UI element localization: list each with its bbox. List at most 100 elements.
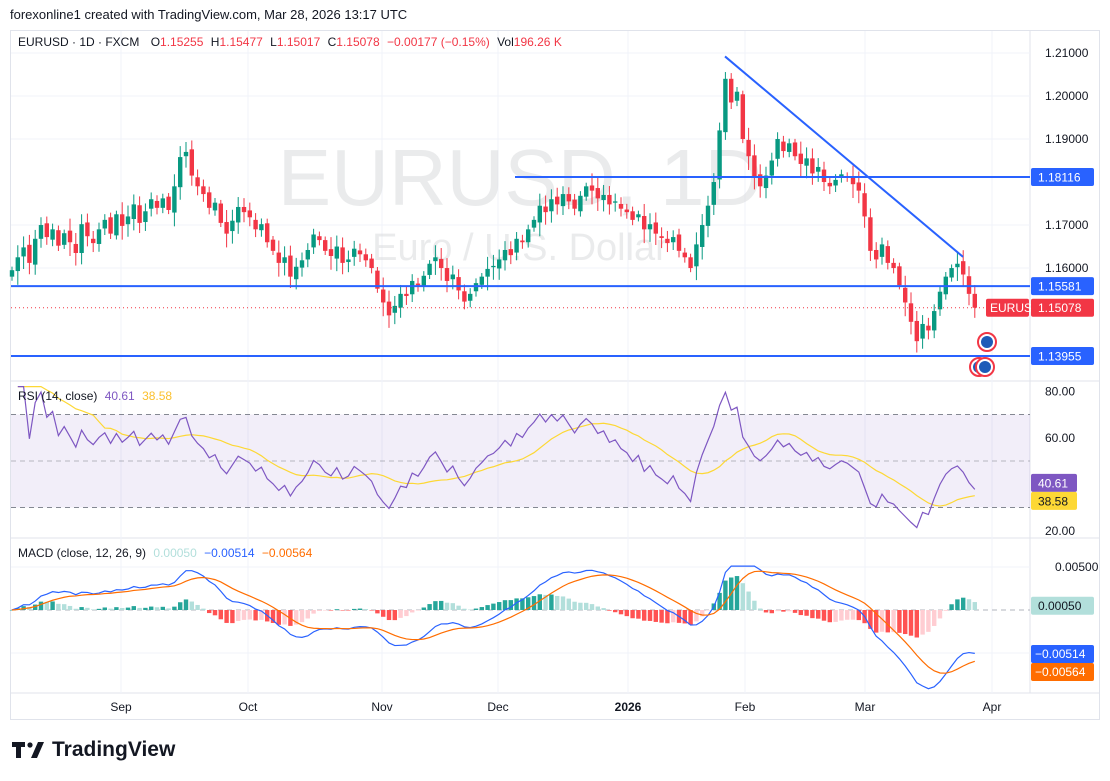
candle-body [189, 149, 194, 176]
candle-body [282, 257, 287, 263]
macd-histogram-bar [566, 598, 571, 610]
candle [456, 269, 461, 300]
candle-body [473, 283, 479, 292]
macd-histogram-bar [932, 610, 937, 626]
candle-body [91, 238, 96, 244]
candle [926, 317, 931, 340]
candle [624, 203, 629, 219]
macd-signal-value: −0.00564 [261, 546, 313, 560]
macd-histogram-bar [775, 610, 780, 612]
candle [137, 196, 142, 234]
macd-histogram-bar [584, 602, 589, 610]
candle-body [705, 205, 711, 226]
macd-histogram-bar [781, 610, 786, 612]
candle [27, 234, 32, 275]
candle [404, 286, 409, 305]
candle-body [114, 214, 119, 236]
macd-histogram-bar [143, 607, 148, 610]
candle [752, 144, 757, 190]
candle [282, 246, 287, 276]
candle [357, 243, 363, 263]
macd-histogram-bar [816, 610, 821, 619]
macd-histogram-bar [241, 610, 247, 620]
candle [775, 132, 780, 167]
time-tick-label: Feb [735, 700, 756, 714]
macd-histogram-bar [526, 597, 531, 610]
macd-histogram-bar [740, 583, 745, 610]
candle [850, 165, 856, 198]
macd-histogram-bar [346, 610, 351, 611]
candle-body [908, 303, 914, 322]
symbol-legend: EURUSD · 1D · FXCM O1.15255 H1.15477 L1.… [18, 35, 566, 49]
macd-histogram-bar [108, 608, 113, 610]
macd-histogram-bar [856, 610, 861, 621]
candle-body [804, 158, 809, 166]
macd-histogram-bar [462, 608, 467, 610]
macd-histogram-bar [334, 609, 339, 610]
candle-body [700, 225, 705, 247]
last-price-symbol-label: EURUSD [990, 301, 1041, 315]
watermark-description: Euro / U.S. Dollar [372, 227, 668, 269]
candle [410, 274, 415, 303]
candle [537, 193, 542, 237]
candle-body [729, 78, 734, 103]
candle [549, 189, 554, 223]
candle [618, 197, 624, 217]
candle-body [444, 268, 450, 281]
candle-body [334, 246, 339, 259]
candle-body [178, 157, 183, 188]
macd-histogram-bar [415, 610, 421, 611]
symbol-label[interactable]: EURUSD · 1D · FXCM [18, 35, 140, 49]
macd-histogram-bar [937, 610, 943, 619]
candle-body [154, 200, 160, 208]
macd-histogram-bar [381, 610, 386, 617]
macd-histogram-bar [920, 610, 925, 635]
candle-body [253, 219, 258, 230]
macd-histogram-bar [821, 610, 827, 621]
rsi-title[interactable]: RSI (14, close) [18, 389, 98, 403]
candle [514, 232, 519, 261]
candle [299, 252, 305, 277]
candle-body [897, 266, 902, 286]
macd-histogram-bar [259, 610, 264, 620]
macd-histogram-bar [114, 607, 119, 610]
candle-body [734, 91, 740, 101]
tradingview-logo[interactable]: TradingView [12, 738, 175, 762]
candle [375, 267, 380, 293]
macd-histogram-bar [746, 591, 751, 610]
macd-histogram-bar [491, 603, 496, 610]
candle-body [903, 287, 908, 303]
macd-axis-value: −0.00514 [1035, 647, 1086, 661]
candle-body [856, 182, 861, 191]
candle-body [346, 259, 351, 263]
macd-histogram-bar [961, 597, 966, 610]
candle [56, 225, 61, 252]
candle [224, 209, 229, 248]
macd-histogram-bar [485, 605, 490, 610]
candle [891, 258, 896, 274]
candle [218, 199, 223, 228]
candle-body [566, 194, 571, 202]
price-tick-label: 1.19000 [1045, 132, 1089, 146]
macd-histogram-bar [833, 610, 838, 622]
candle-body [671, 237, 676, 243]
macd-histogram-bar [537, 594, 542, 610]
candle [15, 245, 20, 285]
candle [920, 315, 925, 349]
candle [897, 262, 902, 290]
candle-body [508, 249, 513, 256]
horizontal-line-price-label: 1.15581 [1038, 280, 1082, 294]
macd-histogram-bar [926, 610, 931, 632]
macd-legend: MACD (close, 12, 26, 9) 0.00050 −0.00514… [18, 546, 316, 560]
candle [317, 231, 322, 246]
candle [566, 187, 571, 210]
macd-title[interactable]: MACD (close, 12, 26, 9) [18, 546, 147, 560]
candle [485, 256, 490, 291]
macd-histogram-bar [276, 610, 281, 625]
macd-histogram-bar [91, 609, 96, 610]
candle-body [108, 217, 113, 234]
macd-histogram-bar [305, 610, 310, 619]
macd-histogram-bar [787, 610, 792, 612]
macd-histogram-bar [589, 604, 595, 610]
